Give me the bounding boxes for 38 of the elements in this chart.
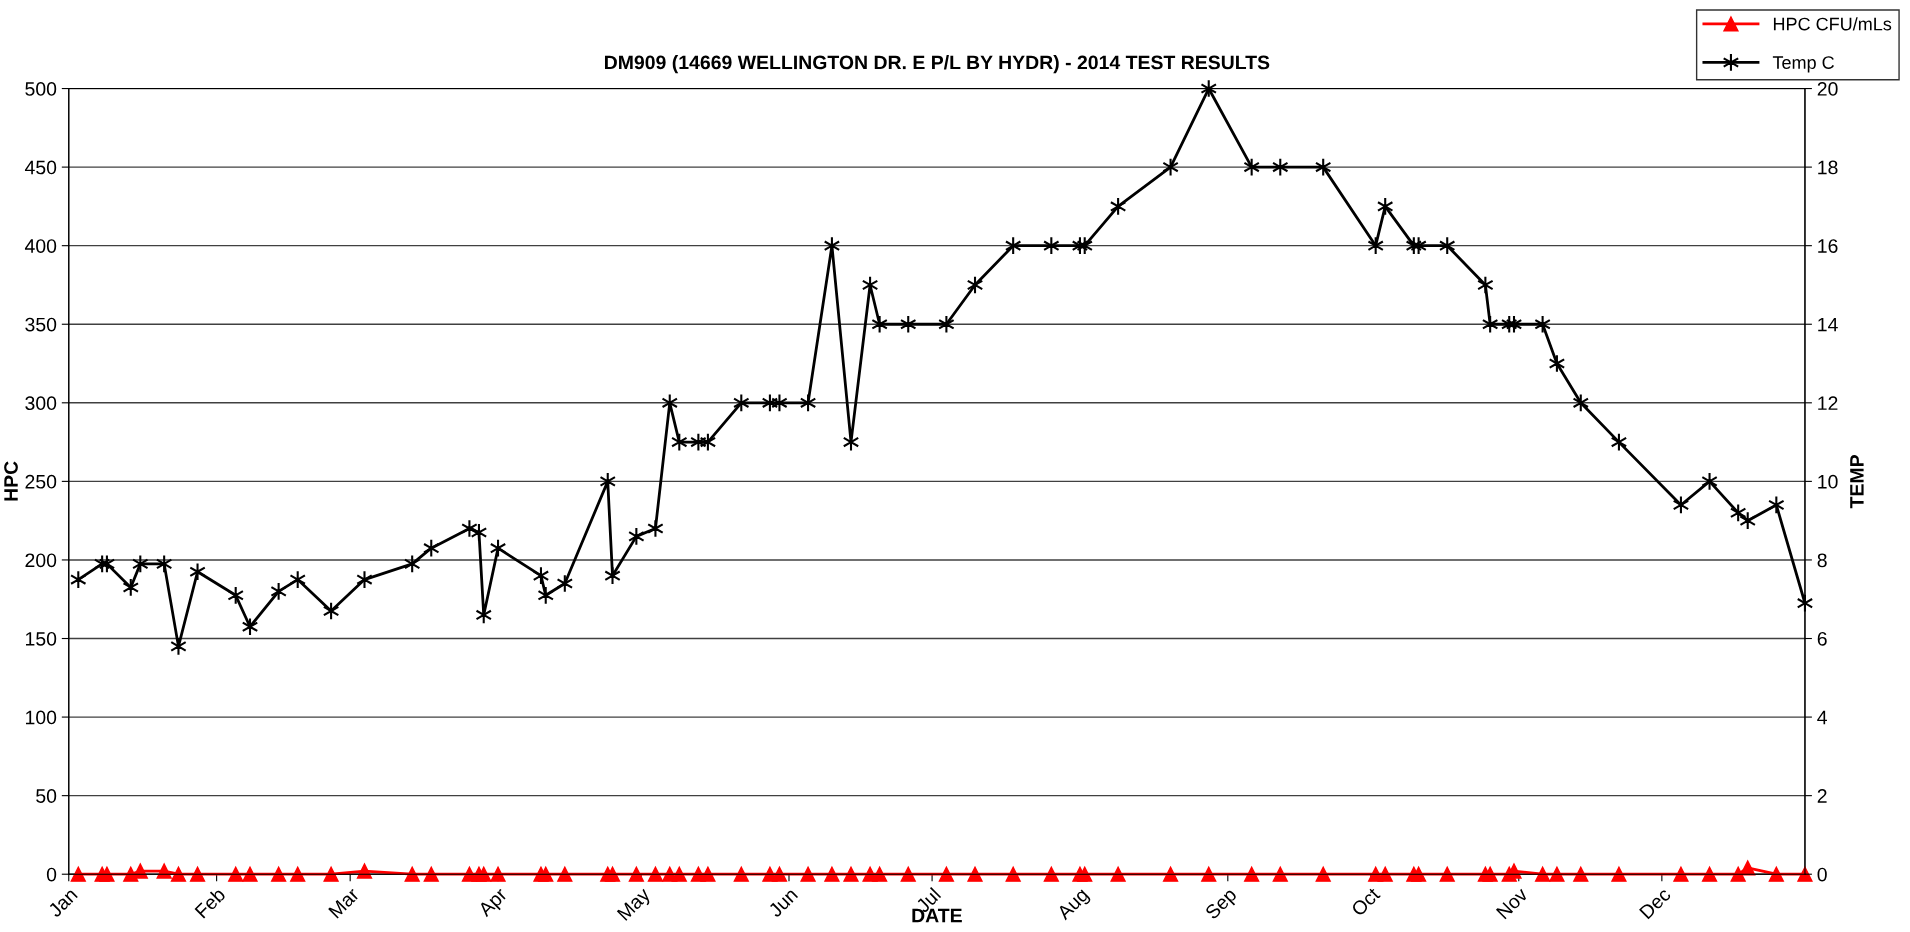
y2-tick-label: 20 (1817, 82, 1838, 96)
x-tick-label: Dec (1639, 886, 1672, 920)
y2-tick-label: 0 (1817, 867, 1827, 882)
y-tick-label: 100 (26, 710, 57, 725)
y-tick-label: 350 (25, 317, 57, 332)
y-tick-label: 50 (36, 789, 57, 803)
y2-tick-label: 16 (1818, 239, 1838, 253)
y-tick-label: 500 (25, 82, 57, 96)
y-tick-label: 400 (24, 239, 57, 253)
x-tick-label: Jan (47, 887, 78, 919)
legend-label: HPC CFU/mLs (1773, 17, 1892, 31)
y2-tick-label: 10 (1818, 474, 1838, 489)
x-tick-label: Sep (1204, 886, 1241, 923)
y-tick-label: 250 (25, 474, 57, 489)
y2-tick-label: 14 (1818, 317, 1838, 332)
y-tick-label: 450 (24, 160, 57, 175)
y2-axis-title: TEMP (1850, 455, 1864, 509)
y2-tick-label: 8 (1817, 553, 1827, 568)
y2-tick-label: 12 (1818, 396, 1838, 410)
y-tick-label: 150 (26, 631, 57, 646)
y-axis-title: HPC (4, 461, 18, 501)
x-tick-label: Mar (328, 886, 361, 919)
y2-tick-label: 6 (1817, 631, 1827, 646)
y2-tick-label: 4 (1817, 710, 1827, 725)
x-tick-label: Feb (194, 886, 227, 919)
y2-tick-label: 2 (1817, 789, 1827, 803)
y-tick-label: 300 (25, 396, 57, 411)
x-tick-label: Apr (477, 886, 511, 921)
y2-tick-label: 18 (1818, 160, 1838, 175)
x-tick-label: Aug (1056, 887, 1092, 924)
legend-label: Temp C (1772, 56, 1834, 73)
y-tick-label: 200 (25, 553, 57, 568)
x-tick-label: Jun (767, 887, 799, 919)
x-tick-label: Nov (1495, 886, 1529, 920)
y-tick-label: 0 (46, 867, 57, 882)
x-tick-label: Oct (1350, 886, 1381, 917)
x-tick-label: May (616, 886, 654, 924)
chart-title: DM909 (14669 WELLINGTON DR. E P/L BY HYDR) - 2014 TEST RESULTS (604, 55, 1270, 74)
